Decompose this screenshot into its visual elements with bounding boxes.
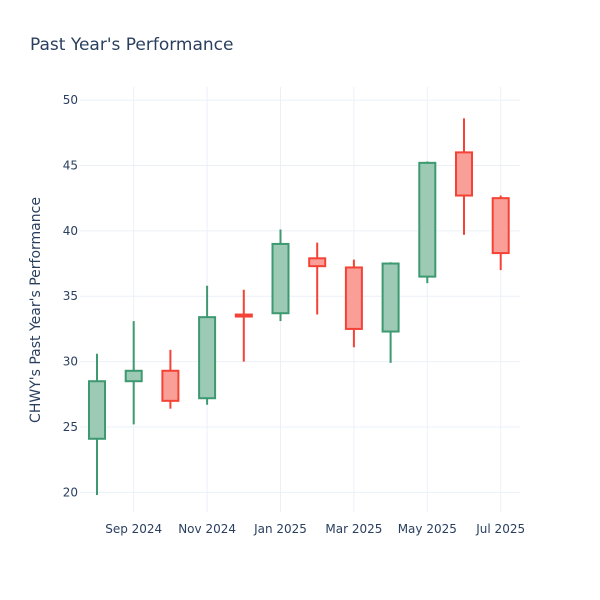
candle-body — [308, 257, 327, 268]
x-tick-label: Sep 2024 — [105, 522, 162, 536]
y-tick-label: 30 — [63, 355, 78, 369]
x-axis-ticks: Sep 2024 Nov 2024 Jan 2025 Mar 2025 May 2025… — [105, 522, 525, 536]
candle-body — [88, 380, 106, 440]
chart-title: Past Year's Performance — [30, 35, 234, 55]
y-tick-label: 35 — [63, 289, 78, 303]
candle — [198, 285, 217, 405]
y-axis-title: CHWY's Past Year's Performance — [28, 197, 44, 423]
candle-body — [418, 161, 437, 278]
candle — [271, 229, 290, 322]
candle — [455, 118, 473, 235]
y-tick-label: 25 — [63, 420, 78, 434]
y-axis-ticks: 20 25 30 35 40 45 50 — [63, 93, 78, 499]
candle-body — [198, 316, 217, 400]
candle — [381, 262, 400, 363]
x-tick-label: Nov 2024 — [178, 522, 236, 536]
candle — [161, 349, 180, 409]
candle-body — [491, 197, 510, 255]
candle — [344, 259, 363, 348]
x-tick-label: Jul 2025 — [475, 522, 525, 536]
candle-body — [381, 262, 400, 333]
candle-body — [161, 369, 180, 402]
candle — [234, 289, 253, 362]
candle-body — [124, 369, 143, 383]
candle — [491, 195, 510, 271]
y-tick-label: 20 — [63, 485, 78, 499]
candles-layer — [88, 118, 510, 495]
candle-body — [344, 266, 363, 330]
candle-body — [455, 151, 473, 197]
x-tick-label: Jan 2025 — [253, 522, 307, 536]
y-gridlines — [80, 99, 520, 493]
y-tick-label: 50 — [63, 93, 78, 107]
candle — [124, 321, 143, 425]
y-tick-label: 45 — [63, 158, 78, 172]
candle — [308, 242, 327, 315]
candle-body — [234, 313, 253, 318]
x-tick-label: Mar 2025 — [325, 522, 382, 536]
candle — [88, 353, 106, 495]
x-tick-label: May 2025 — [398, 522, 457, 536]
y-tick-label: 40 — [63, 224, 78, 238]
candle-body — [271, 242, 290, 315]
candle — [418, 161, 437, 284]
